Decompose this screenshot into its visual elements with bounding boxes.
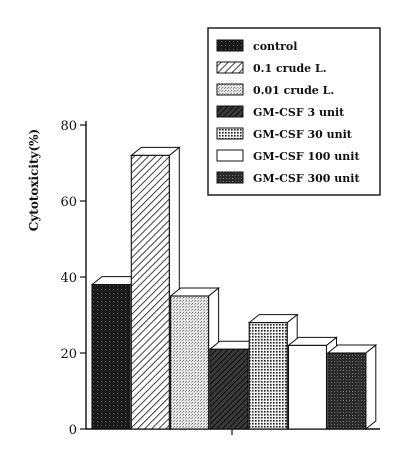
bar-front: [209, 348, 249, 430]
legend-item: control: [216, 39, 297, 53]
legend-item: GM-CSF 30 unit: [216, 127, 353, 141]
bar: [326, 343, 378, 431]
bar-front: [130, 154, 170, 430]
legend-label: control: [253, 40, 297, 53]
legend-item: 0.1 crude L.: [216, 61, 327, 75]
bar-front: [327, 352, 367, 430]
bar-front: [91, 284, 131, 430]
legend-item: GM-CSF 300 unit: [216, 171, 360, 185]
legend-item: 0.01 crude L.: [216, 83, 334, 97]
legend-item: GM-CSF 3 unit: [216, 105, 345, 119]
legend-swatch: [216, 83, 244, 96]
legend-label: 0.1 crude L.: [253, 62, 327, 75]
y-tick-label: 20: [60, 347, 77, 362]
legend-label: GM-CSF 100 unit: [253, 150, 360, 163]
y-axis-label: Cytotoxicity(%): [27, 129, 41, 231]
bar-front: [287, 344, 328, 430]
legend-label: GM-CSF 300 unit: [253, 172, 360, 185]
legend-label: GM-CSF 3 unit: [253, 106, 345, 119]
y-tick-label: 0: [69, 423, 77, 438]
y-tick-label: 80: [60, 119, 77, 134]
legend-label: GM-CSF 30 unit: [253, 128, 353, 141]
bar: [169, 286, 221, 431]
bars: [90, 146, 378, 431]
legend-swatch: [216, 171, 244, 184]
legend-item: GM-CSF 100 unit: [216, 149, 360, 163]
legend: control 0.1 crude L. 0.01 crude L. GM-CSF 3…: [207, 27, 381, 196]
legend-swatch: [216, 105, 244, 118]
legend-swatch: [216, 149, 244, 162]
y-tick-label: 40: [60, 271, 77, 286]
legend-swatch: [216, 127, 244, 140]
legend-swatch: [216, 39, 244, 52]
legend-swatch: [216, 61, 244, 74]
bar-front: [248, 322, 288, 430]
legend-label: 0.01 crude L.: [253, 84, 334, 97]
bar-side: [365, 343, 377, 431]
y-tick-label: 60: [60, 195, 77, 210]
bar-front: [170, 295, 210, 430]
